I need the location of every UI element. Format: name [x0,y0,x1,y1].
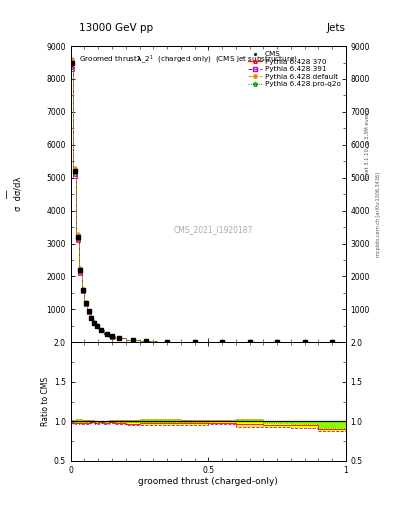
Y-axis label: 1
―
σ  dσ/dλ: 1 ― σ dσ/dλ [0,177,22,211]
X-axis label: groomed thrust (charged-only): groomed thrust (charged-only) [138,477,278,486]
Text: CMS_2021_I1920187: CMS_2021_I1920187 [174,225,253,234]
Y-axis label: Ratio to CMS: Ratio to CMS [40,377,50,426]
Text: Rivet 3.1.10, ≥ 3.3M events: Rivet 3.1.10, ≥ 3.3M events [365,106,370,180]
Text: 13000 GeV pp: 13000 GeV pp [79,23,153,33]
Text: mcplots.cern.ch [arXiv:1306.3436]: mcplots.cern.ch [arXiv:1306.3436] [376,173,380,258]
Text: Groomed thrust$\mathbf{\lambda}$_2$^1$  (charged only)  (CMS jet substructure): Groomed thrust$\mathbf{\lambda}$_2$^1$ (… [79,53,298,66]
Text: Jets: Jets [327,23,346,33]
Legend: CMS, Pythia 6.428 370, Pythia 6.428 391, Pythia 6.428 default, Pythia 6.428 pro-: CMS, Pythia 6.428 370, Pythia 6.428 391,… [246,50,342,89]
